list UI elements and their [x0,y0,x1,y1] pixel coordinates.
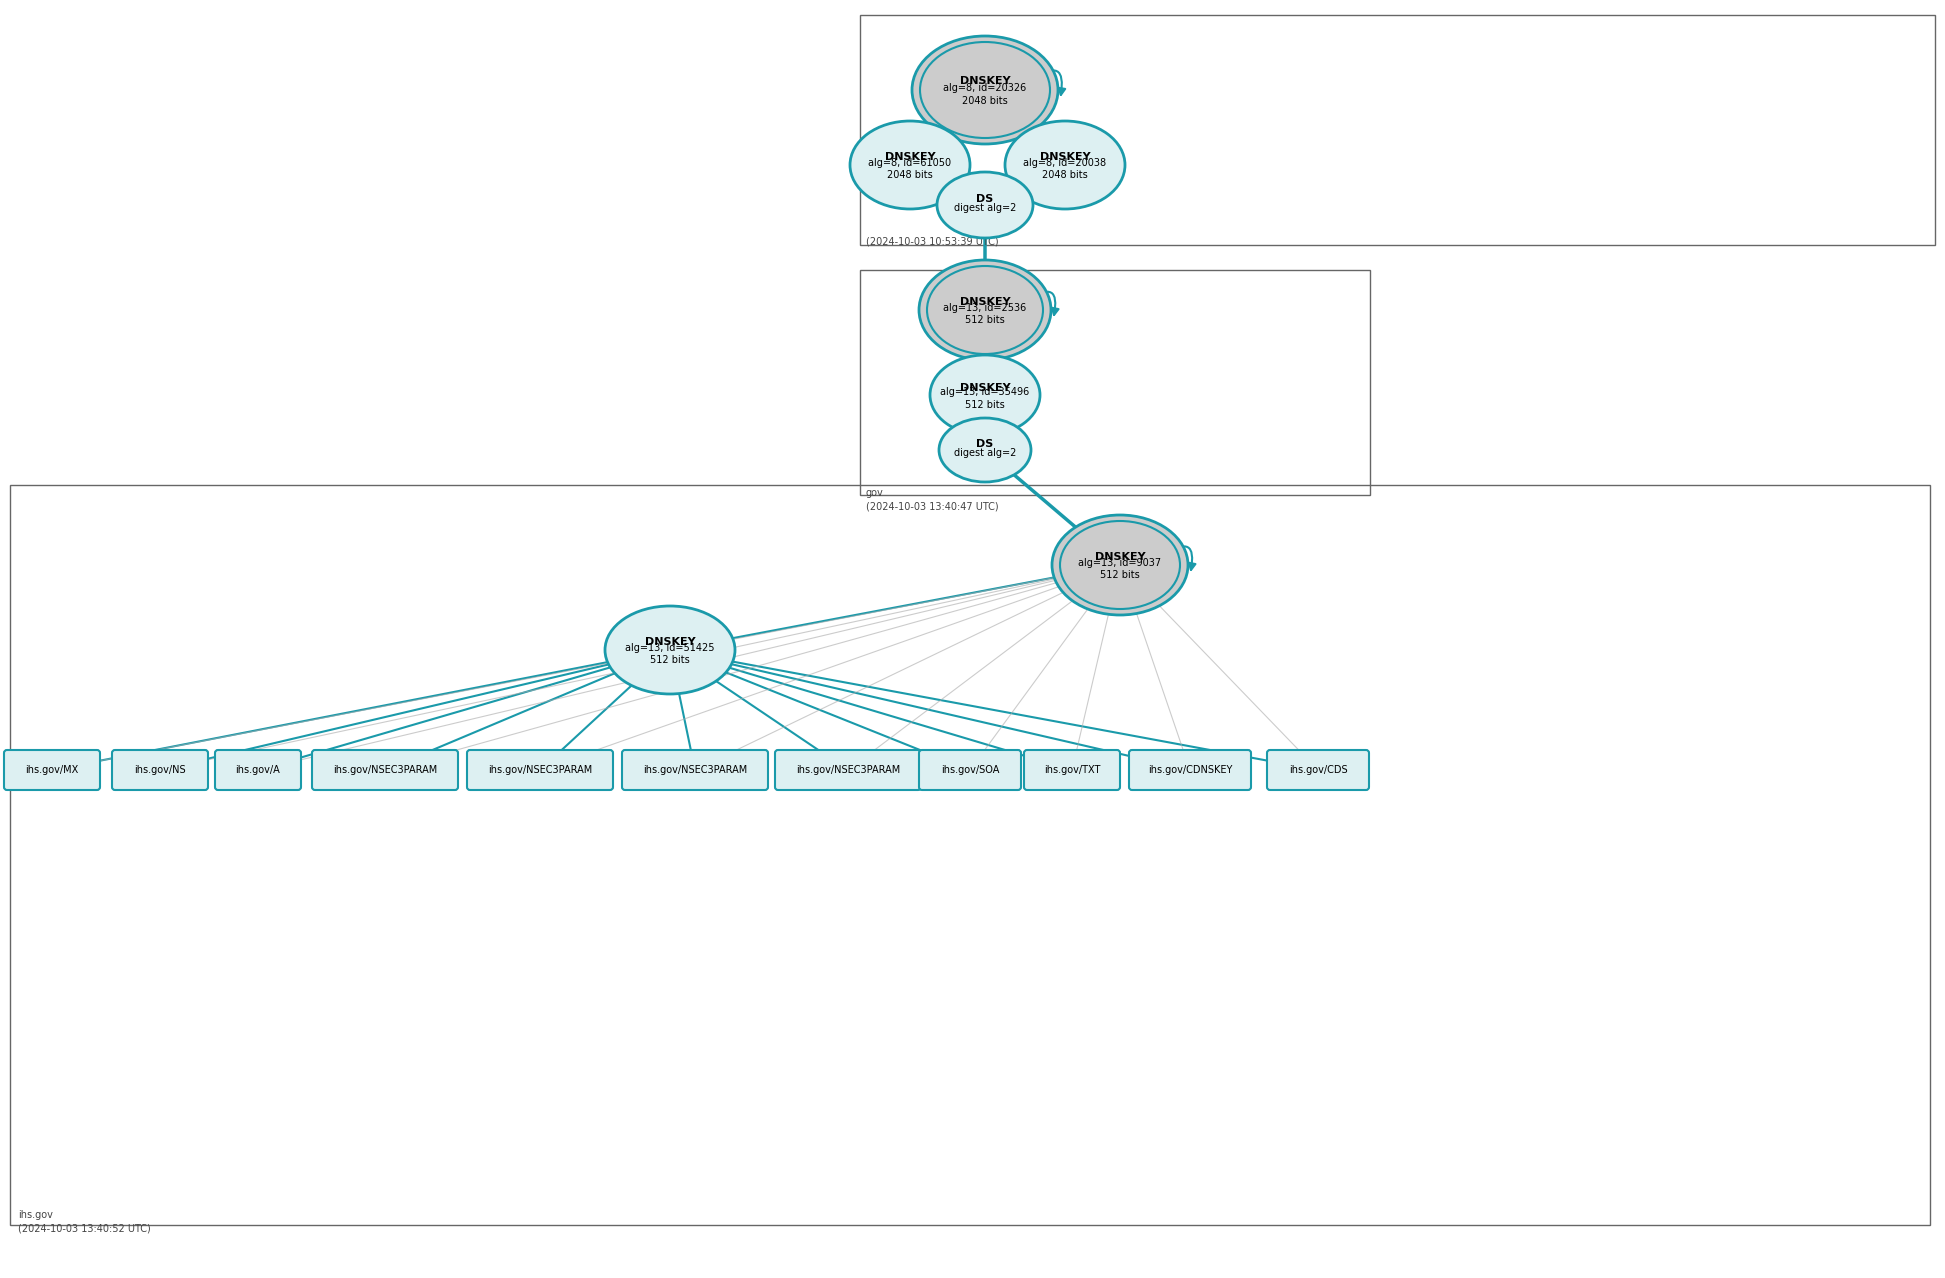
FancyArrowPatch shape [673,651,1185,771]
Text: ihs.gov/NSEC3PARAM: ihs.gov/NSEC3PARAM [644,766,747,774]
Text: ihs.gov/NSEC3PARAM: ihs.gov/NSEC3PARAM [488,766,591,774]
FancyArrowPatch shape [972,567,1118,767]
Ellipse shape [605,606,735,694]
Text: alg=13, id=2536
512 bits: alg=13, id=2536 512 bits [943,303,1027,325]
Text: digest alg=2: digest alg=2 [953,447,1015,458]
FancyArrowPatch shape [673,652,844,767]
FancyArrowPatch shape [914,92,982,161]
FancyArrowPatch shape [545,566,1116,769]
FancyArrowPatch shape [673,651,1068,769]
FancyArrowPatch shape [852,566,1118,768]
Text: gov
(2024-10-03 13:40:47 UTC): gov (2024-10-03 13:40:47 UTC) [866,488,998,511]
FancyArrowPatch shape [982,313,988,390]
Text: ihs.gov/NSEC3PARAM: ihs.gov/NSEC3PARAM [333,766,438,774]
FancyBboxPatch shape [1266,750,1369,790]
FancyBboxPatch shape [1128,750,1251,790]
Text: DS: DS [976,440,994,450]
FancyArrowPatch shape [389,651,667,768]
FancyArrowPatch shape [165,651,667,771]
FancyArrowPatch shape [988,452,1114,561]
Text: DNSKEY: DNSKEY [1041,152,1091,162]
Text: alg=8, id=20038
2048 bits: alg=8, id=20038 2048 bits [1023,157,1107,180]
FancyBboxPatch shape [311,750,457,790]
FancyArrowPatch shape [1027,291,1058,314]
Ellipse shape [1060,521,1181,610]
Text: DNSKEY: DNSKEY [885,152,936,162]
Text: DNSKEY: DNSKEY [644,636,694,647]
FancyArrowPatch shape [163,566,1116,771]
Text: DNSKEY: DNSKEY [959,383,1009,392]
FancyArrowPatch shape [1120,567,1190,767]
Ellipse shape [1006,121,1124,210]
Text: ihs.gov/TXT: ihs.gov/TXT [1044,766,1101,774]
Ellipse shape [918,259,1050,360]
FancyArrowPatch shape [56,651,667,771]
Text: (2024-10-03 10:53:39 UTC): (2024-10-03 10:53:39 UTC) [866,236,998,247]
FancyArrowPatch shape [980,208,990,303]
FancyArrowPatch shape [698,566,1118,768]
FancyBboxPatch shape [216,750,301,790]
Text: alg=13, id=9037
512 bits: alg=13, id=9037 512 bits [1078,557,1161,580]
FancyArrowPatch shape [671,653,696,766]
Ellipse shape [939,418,1031,482]
FancyArrowPatch shape [1072,567,1120,766]
FancyArrowPatch shape [982,397,988,445]
FancyBboxPatch shape [774,750,922,790]
Text: DNSKEY: DNSKEY [1095,552,1146,562]
FancyArrowPatch shape [1165,547,1196,570]
Text: ihs.gov/A: ihs.gov/A [235,766,280,774]
Text: alg=8, id=20326
2048 bits: alg=8, id=20326 2048 bits [943,83,1027,106]
Text: ihs.gov/CDNSKEY: ihs.gov/CDNSKEY [1148,766,1233,774]
FancyArrowPatch shape [986,92,1062,161]
Text: DNSKEY: DNSKEY [959,77,1009,87]
FancyArrowPatch shape [1122,567,1315,767]
Text: ihs.gov/CDS: ihs.gov/CDS [1290,766,1348,774]
FancyBboxPatch shape [4,750,99,790]
Ellipse shape [850,121,971,210]
FancyArrowPatch shape [673,651,965,769]
Text: DNSKEY: DNSKEY [959,296,1009,307]
FancyArrowPatch shape [675,566,1116,651]
Ellipse shape [930,355,1041,435]
FancyBboxPatch shape [918,750,1021,790]
Text: alg=13, id=51425
512 bits: alg=13, id=51425 512 bits [624,643,714,665]
Ellipse shape [912,36,1058,144]
FancyBboxPatch shape [467,750,613,790]
Text: ihs.gov/NS: ihs.gov/NS [134,766,187,774]
FancyArrowPatch shape [1033,70,1066,95]
Text: DS: DS [976,194,994,204]
Text: ihs.gov
(2024-10-03 13:40:52 UTC): ihs.gov (2024-10-03 13:40:52 UTC) [18,1210,152,1233]
FancyBboxPatch shape [1023,750,1120,790]
Ellipse shape [937,173,1033,238]
FancyArrowPatch shape [263,566,1116,771]
FancyArrowPatch shape [56,566,1116,771]
Ellipse shape [1052,515,1188,615]
Ellipse shape [920,42,1050,138]
FancyArrowPatch shape [912,166,980,203]
FancyArrowPatch shape [389,566,1116,769]
Text: alg=13, id=35496
512 bits: alg=13, id=35496 512 bits [939,387,1029,410]
FancyBboxPatch shape [113,750,208,790]
FancyArrowPatch shape [673,651,1313,771]
Text: ihs.gov/NSEC3PARAM: ihs.gov/NSEC3PARAM [796,766,901,774]
Text: ihs.gov/MX: ihs.gov/MX [25,766,78,774]
Text: ihs.gov/SOA: ihs.gov/SOA [941,766,1000,774]
FancyArrowPatch shape [263,651,667,769]
Text: digest alg=2: digest alg=2 [953,203,1015,213]
FancyArrowPatch shape [545,652,667,767]
FancyBboxPatch shape [622,750,768,790]
Text: alg=8, id=61050
2048 bits: alg=8, id=61050 2048 bits [867,157,951,180]
Ellipse shape [928,266,1043,354]
